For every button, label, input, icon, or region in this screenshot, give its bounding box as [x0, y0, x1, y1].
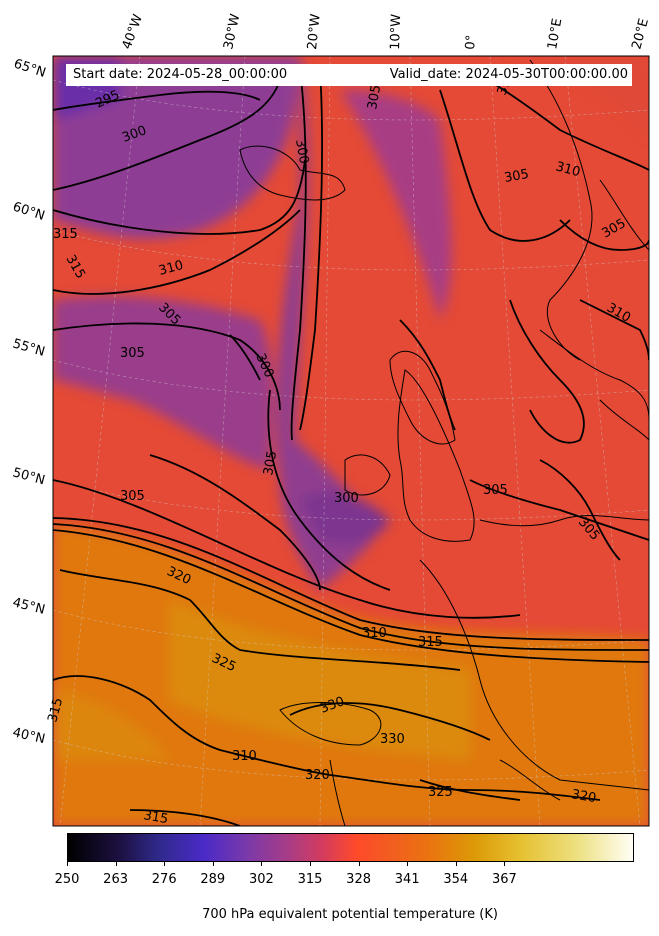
colorbar-tick: [407, 862, 409, 866]
start-date: Start date: 2024-05-28_00:00:00: [73, 67, 288, 82]
contour-label: 300: [334, 491, 359, 506]
lat-label: 55°N: [11, 336, 47, 359]
coastlines: [239, 59, 649, 826]
valid-date: Valid_date: 2024-05-30T00:00:00.00: [389, 67, 628, 82]
colorbar-tick: [455, 862, 457, 866]
contour-label: 310: [157, 258, 185, 279]
colorbar-tick: [212, 862, 214, 866]
lon-label: 20°E: [629, 17, 652, 51]
contour-lines: [53, 69, 649, 826]
contour-label: 325: [428, 785, 453, 800]
colorbar-tick-label: 276: [151, 872, 177, 887]
graticule: [53, 56, 649, 826]
contour-label: 310: [362, 626, 387, 641]
contour-labels: 295 300 300 305 310 315 315 310 305 305 …: [45, 69, 633, 827]
lat-label: 65°N: [12, 57, 48, 81]
lat-label: 50°N: [11, 465, 47, 488]
contour-label: 315: [45, 696, 66, 724]
colorbar-tick: [310, 862, 311, 866]
latitude-labels: 65°N 60°N 55°N 50°N 45°N 40°N: [11, 57, 48, 748]
temperature-field: [53, 56, 649, 826]
colorbar-tick-label: 328: [346, 872, 372, 887]
map-frame: [52, 55, 650, 827]
contour-label: 320: [570, 787, 597, 806]
colorbar-tick: [261, 862, 263, 866]
longitude-labels: 40°W 30°W 20°W 10°W 0° 10°E 20°E: [120, 12, 652, 51]
contour-label: 315: [53, 227, 78, 242]
colorbar-label: 700 hPa equivalent potential temperature…: [202, 907, 498, 922]
lon-label: 40°W: [120, 12, 146, 51]
contour-label: 320: [305, 768, 330, 783]
contour-label: 305: [120, 489, 145, 504]
colorbar-tick-label: 302: [248, 872, 274, 887]
contour-label: 315: [142, 808, 169, 827]
colorbar: [67, 833, 634, 862]
colorbar-tick-label: 354: [443, 872, 469, 887]
colorbar-tick: [504, 862, 506, 866]
contour-label: 305: [365, 84, 384, 111]
contour-label: 300: [292, 138, 311, 165]
contour-label: 330: [380, 732, 405, 747]
contour-label: 305: [261, 450, 280, 477]
lat-label: 60°N: [11, 200, 47, 224]
colorbar-tick: [358, 862, 360, 866]
lon-label: 0°: [463, 34, 479, 50]
colorbar-tick-label: 367: [491, 872, 517, 887]
colorbar-tick: [164, 862, 166, 866]
colorbar-tick-label: 263: [103, 872, 129, 887]
lon-label: 10°E: [545, 17, 565, 50]
contour-label: 305: [120, 346, 145, 361]
colorbar-tick-label: 289: [200, 872, 226, 887]
lon-label: 20°W: [305, 13, 324, 50]
colorbar-tick: [115, 862, 117, 866]
lon-label: 10°W: [388, 14, 404, 51]
contour-label: 315: [418, 635, 443, 650]
colorbar-tick-label: 341: [394, 872, 420, 887]
colorbar-tick: [67, 862, 68, 866]
contour-label: 305: [483, 483, 508, 498]
contour-label: 305: [503, 167, 530, 186]
contour-label: 310: [232, 749, 257, 764]
colorbar-tick-label: 315: [297, 872, 323, 887]
colorbar-tick-label: 250: [54, 872, 80, 887]
date-header: Start date: 2024-05-28_00:00:00 Valid_da…: [66, 64, 632, 86]
lat-label: 45°N: [11, 595, 46, 617]
lat-label: 40°N: [11, 725, 46, 747]
lon-label: 30°W: [221, 12, 243, 50]
contour-label: 310: [554, 159, 582, 180]
